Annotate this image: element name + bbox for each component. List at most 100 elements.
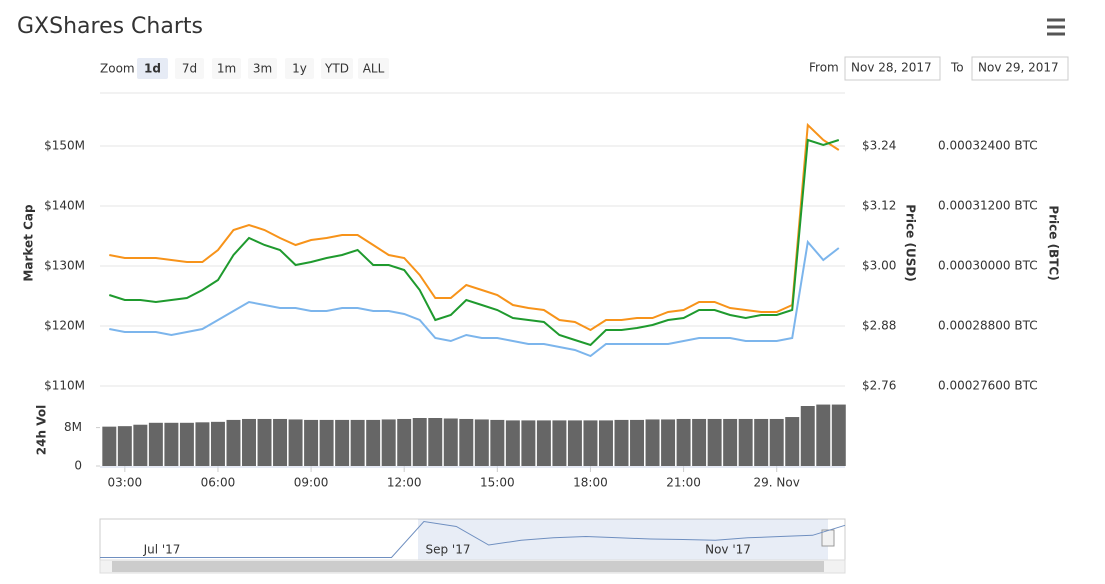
x-tick-label: 18:00 <box>573 476 608 490</box>
volume-bar <box>645 419 660 466</box>
volume-bar <box>210 421 225 466</box>
volume-bar <box>164 422 179 466</box>
volume-bar <box>785 417 800 466</box>
zoom-button-label: 1y <box>292 62 307 76</box>
to-value: Nov 29, 2017 <box>978 61 1059 75</box>
zoom-button[interactable] <box>358 58 389 79</box>
volume-bar <box>195 422 210 466</box>
y3-tick-label: 0.00032400 BTC <box>938 139 1038 153</box>
volume-bar <box>583 420 598 466</box>
volume-bar <box>350 419 365 466</box>
volume-bar <box>816 404 831 466</box>
zoom-label: Zoom <box>100 62 135 76</box>
to-label: To <box>950 61 964 75</box>
zoom-button[interactable] <box>175 58 204 79</box>
menu-button[interactable] <box>1042 14 1070 40</box>
y2-tick-label: $2.76 <box>862 379 896 393</box>
to-input[interactable] <box>971 56 1069 81</box>
volume-bar <box>102 426 117 466</box>
zoom-button[interactable] <box>285 58 314 79</box>
volume-bar <box>412 418 427 466</box>
y2-tick-label: $3.12 <box>862 199 896 213</box>
zoom-button[interactable] <box>248 58 277 79</box>
navigator-handle[interactable] <box>821 529 835 547</box>
zoom-button[interactable] <box>321 58 353 79</box>
y3-axis-title: Price (BTC) <box>1047 205 1061 280</box>
volume-bar <box>257 418 272 466</box>
y-tick-label: $150M <box>44 139 85 153</box>
zoom-button-label: 1m <box>217 62 236 76</box>
volume-bar <box>630 419 645 466</box>
navigator-label: Jul '17 <box>143 543 181 557</box>
page-title: GXShares Charts <box>17 14 203 39</box>
y-tick-label: $140M <box>44 199 85 213</box>
x-tick-label: 29. Nov <box>754 476 800 490</box>
series-line <box>108 138 840 347</box>
volume-bar <box>133 424 148 466</box>
y-tick-label: $120M <box>44 319 85 333</box>
x-tick-label: 03:00 <box>108 476 143 490</box>
y2-tick-label: $2.88 <box>862 319 896 333</box>
volume-bar <box>754 418 769 466</box>
y3-tick-label: 0.00028800 BTC <box>938 319 1038 333</box>
volume-bar <box>381 419 396 466</box>
volume-bar <box>552 420 567 466</box>
y-axis-title: Market Cap <box>22 204 36 282</box>
volume-bar <box>676 418 691 466</box>
x-tick-label: 09:00 <box>294 476 329 490</box>
y-tick-label: $110M <box>44 379 85 393</box>
volume-bar <box>490 419 505 466</box>
volume-bar <box>661 419 676 466</box>
zoom-button[interactable] <box>137 58 168 79</box>
volume-bar <box>521 420 536 466</box>
zoom-button-label: 3m <box>253 62 272 76</box>
volume-bar <box>598 420 613 466</box>
scrollbar-thumb[interactable] <box>112 561 824 572</box>
navigator-label: Nov '17 <box>705 543 751 557</box>
volume-bar <box>226 419 241 466</box>
y2-tick-label: $3.24 <box>862 139 896 153</box>
volume-bar <box>474 419 489 466</box>
y4-tick-label: 8M <box>64 420 82 434</box>
x-tick-label: 15:00 <box>480 476 515 490</box>
volume-bar <box>505 420 520 466</box>
volume-bar <box>459 418 474 466</box>
navigator-line <box>100 520 846 558</box>
from-value: Nov 28, 2017 <box>851 61 932 75</box>
volume-bar <box>707 418 722 466</box>
y3-tick-label: 0.00030000 BTC <box>938 259 1038 273</box>
navigator-label: Sep '17 <box>426 543 471 557</box>
volume-bar <box>304 419 319 466</box>
y4-tick-label: 0 <box>74 459 82 473</box>
volume-bar <box>366 419 381 466</box>
volume-bar <box>723 418 738 466</box>
zoom-button-label: ALL <box>363 62 385 76</box>
volume-bar <box>800 406 815 466</box>
volume-bar <box>242 418 256 466</box>
y3-tick-label: 0.00027600 BTC <box>938 379 1038 393</box>
volume-bar <box>443 418 458 466</box>
y-tick-label: $130M <box>44 259 85 273</box>
zoom-button-label: 7d <box>182 62 197 76</box>
x-tick-label: 21:00 <box>666 476 701 490</box>
series-line <box>109 122 840 332</box>
from-label: From <box>809 61 839 75</box>
volume-bar <box>738 418 753 466</box>
x-tick-label: 12:00 <box>387 476 422 490</box>
y4-axis-title: 24h Vol <box>35 405 49 455</box>
volume-bar <box>428 418 443 466</box>
volume-bar <box>614 419 629 466</box>
y2-axis-title: Price (USD) <box>904 204 918 282</box>
y2-tick-label: $3.00 <box>862 259 896 273</box>
volume-bar <box>397 418 412 466</box>
volume-bar <box>831 404 846 466</box>
zoom-button-label: 1d <box>144 62 161 76</box>
series-line <box>109 239 840 358</box>
from-input[interactable] <box>844 56 941 81</box>
zoom-button-label: YTD <box>324 62 349 76</box>
zoom-button[interactable] <box>212 58 241 79</box>
y3-tick-label: 0.00031200 BTC <box>938 199 1038 213</box>
volume-bar <box>319 419 334 466</box>
